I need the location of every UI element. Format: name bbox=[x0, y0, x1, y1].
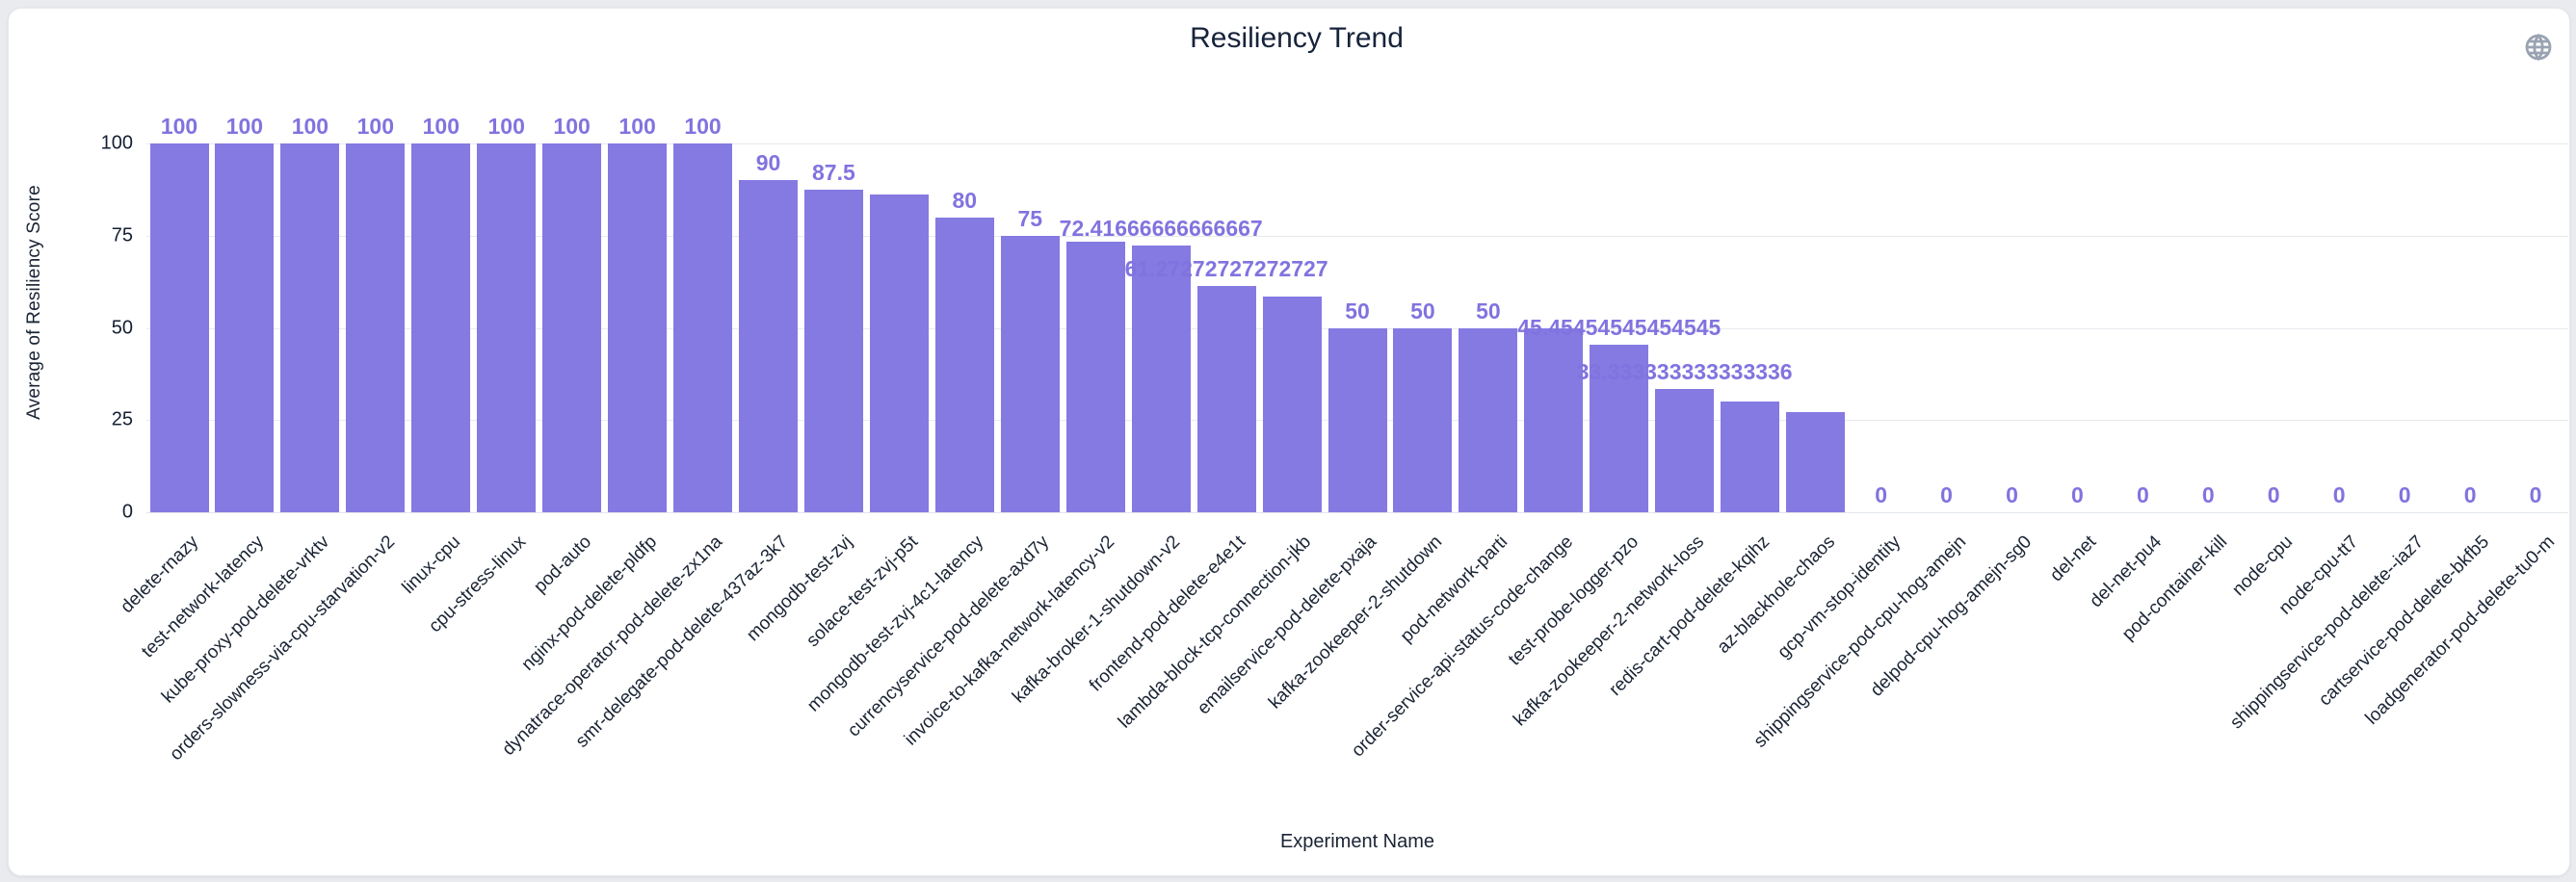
bar-value-label: 100 bbox=[684, 114, 722, 139]
bar-value-label: 100 bbox=[225, 114, 264, 139]
y-tick-label: 25 bbox=[111, 408, 133, 430]
x-axis-title: Experiment Name bbox=[1279, 831, 1435, 852]
bar[interactable] bbox=[1393, 327, 1453, 512]
y-tick-label: 75 bbox=[111, 224, 133, 246]
bar-value-label: 50 bbox=[1410, 298, 1435, 324]
bar[interactable] bbox=[346, 143, 406, 512]
bar-value-label: 0 bbox=[2006, 482, 2018, 507]
x-tick-label: node-cpu bbox=[2228, 532, 2298, 601]
bar[interactable] bbox=[1590, 344, 1649, 512]
globe-icon[interactable] bbox=[2523, 32, 2554, 63]
x-tick-label: linux-cpu bbox=[398, 532, 464, 598]
bar-value-label: 90 bbox=[755, 150, 781, 176]
gridline bbox=[146, 143, 2568, 144]
bar[interactable] bbox=[1786, 411, 1846, 512]
bar[interactable] bbox=[1459, 327, 1518, 512]
bar-value-label: 0 bbox=[2070, 482, 2084, 507]
plot-area: 0 25 50 75 100 100 100 100 100 100 100 100 100 100 90… bbox=[9, 9, 2569, 875]
bar-value-label: 0 bbox=[2398, 482, 2411, 507]
bar-value-label: 0 bbox=[2463, 482, 2477, 507]
y-tick-label: 100 bbox=[100, 132, 133, 154]
bar[interactable] bbox=[1000, 235, 1060, 513]
bar[interactable] bbox=[1524, 327, 1584, 512]
bar-value-label: 50 bbox=[1476, 298, 1501, 324]
bar[interactable] bbox=[280, 143, 340, 512]
chart-title: Resiliency Trend bbox=[1190, 22, 1404, 54]
bar[interactable] bbox=[215, 143, 275, 512]
bar-value-label: 45.45454545454545 bbox=[1517, 314, 1722, 340]
bar-value-label: 75 bbox=[1017, 205, 1043, 231]
bar-value-label: 100 bbox=[422, 114, 460, 139]
bar[interactable] bbox=[1196, 286, 1256, 512]
bar[interactable] bbox=[673, 143, 732, 512]
x-tick-label: az-blackhole-chaos bbox=[1713, 532, 1839, 658]
bar-value-label: 80 bbox=[952, 187, 978, 213]
bar[interactable] bbox=[542, 143, 602, 512]
x-tick-label: pod-auto bbox=[529, 532, 595, 598]
bar[interactable] bbox=[869, 194, 929, 512]
bar[interactable] bbox=[1327, 327, 1387, 512]
bar-value-label: 100 bbox=[487, 114, 525, 139]
bar-value-label: 61.27272727272727 bbox=[1124, 256, 1328, 282]
x-tick-label: solace-test-zvj-p5t bbox=[802, 532, 923, 652]
bar-value-label: 100 bbox=[291, 114, 329, 139]
gridline bbox=[146, 512, 2568, 513]
bar-value-label: 0 bbox=[2267, 482, 2280, 507]
bar-value-label: 0 bbox=[2136, 482, 2149, 507]
bar[interactable] bbox=[803, 189, 863, 512]
bar-value-label: 0 bbox=[2201, 482, 2215, 507]
bar[interactable] bbox=[149, 143, 209, 512]
bar-value-label: 100 bbox=[160, 114, 198, 139]
y-tick-label: 0 bbox=[121, 501, 133, 523]
x-tick-label: gcp-vm-stop-identity bbox=[1773, 532, 1905, 663]
bar-value-label: 72.41666666666667 bbox=[1059, 215, 1263, 241]
bar-value-label: 0 bbox=[2529, 482, 2542, 507]
x-tick-label: test-network-latency bbox=[137, 532, 269, 662]
bar-value-label: 50 bbox=[1345, 298, 1370, 324]
bar-value-label: 87.5 bbox=[812, 159, 855, 185]
y-tick-label: 50 bbox=[111, 317, 133, 338]
bar-value-label: 0 bbox=[1875, 482, 1887, 507]
bar[interactable] bbox=[1131, 245, 1191, 512]
bar[interactable] bbox=[1721, 402, 1780, 512]
bar-value-label: 0 bbox=[2332, 482, 2346, 507]
bar-value-label: 0 bbox=[1940, 482, 1953, 507]
bar[interactable] bbox=[608, 143, 668, 512]
bar[interactable] bbox=[1262, 296, 1322, 512]
bar[interactable] bbox=[1655, 389, 1715, 512]
gridline bbox=[146, 235, 2568, 237]
bar[interactable] bbox=[1065, 242, 1125, 512]
bar[interactable] bbox=[739, 180, 798, 512]
chart-card: Resiliency Trend Average of Resiliency S… bbox=[8, 8, 2570, 876]
bar-value-label: 100 bbox=[618, 114, 656, 139]
bar[interactable] bbox=[411, 143, 471, 512]
bar[interactable] bbox=[477, 143, 537, 512]
bar-value-label: 33.333333333333336 bbox=[1576, 359, 1793, 385]
bar[interactable] bbox=[934, 217, 994, 512]
bar-value-label: 100 bbox=[356, 114, 394, 139]
bar-value-label: 100 bbox=[553, 114, 591, 139]
x-tick-label: del-net bbox=[2046, 532, 2101, 586]
